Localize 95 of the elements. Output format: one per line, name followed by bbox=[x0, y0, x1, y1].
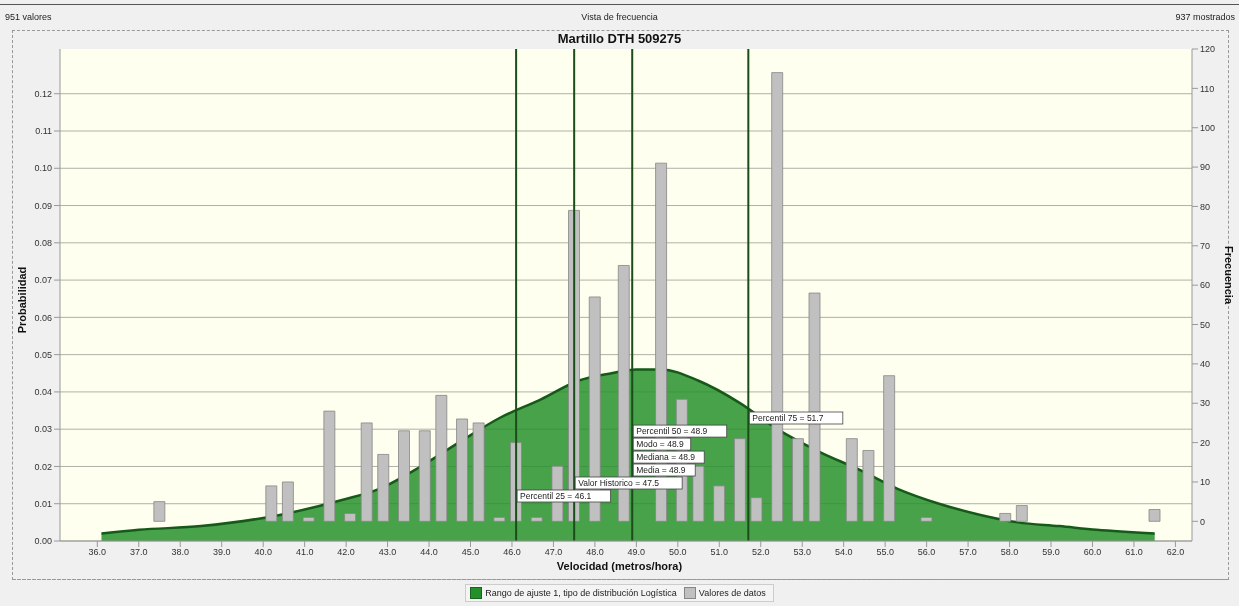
y2-tick-label: 120 bbox=[1200, 44, 1216, 55]
y-tick-label: 0.03 bbox=[34, 424, 52, 435]
bar bbox=[808, 292, 821, 522]
y2-tick-label: 40 bbox=[1200, 359, 1211, 370]
bar bbox=[493, 516, 506, 522]
bar bbox=[398, 430, 410, 522]
bar bbox=[792, 438, 804, 522]
bar bbox=[1148, 509, 1161, 522]
x-tick-label: 56.0 bbox=[917, 547, 936, 558]
ref-line-label: Percentil 75 = 51.7 bbox=[752, 413, 824, 424]
bar bbox=[456, 418, 468, 522]
bar bbox=[302, 516, 315, 522]
legend-label: Rango de ajuste 1, tipo de distribución Logística bbox=[485, 588, 677, 598]
bar bbox=[862, 450, 875, 522]
y2-tick-label: 60 bbox=[1200, 280, 1211, 291]
y-tick-label: 0.05 bbox=[34, 349, 52, 360]
y2-tick-label: 100 bbox=[1200, 122, 1216, 133]
y-tick-label: 0.02 bbox=[34, 461, 52, 472]
bar bbox=[282, 481, 294, 522]
bar bbox=[920, 516, 933, 522]
x-tick-label: 42.0 bbox=[337, 547, 355, 558]
bar bbox=[845, 438, 858, 522]
x-tick-label: 40.0 bbox=[254, 547, 272, 558]
x-tick-label: 46.0 bbox=[503, 547, 521, 558]
x-tick-label: 53.0 bbox=[793, 547, 811, 558]
legend-label: Valores de datos bbox=[698, 588, 766, 598]
bar bbox=[530, 516, 543, 522]
y2-tick-label: 80 bbox=[1200, 201, 1211, 212]
x-tick-label: 59.0 bbox=[1042, 547, 1060, 558]
x-tick-label: 49.0 bbox=[627, 547, 646, 558]
y-axis-title: Probabilidad bbox=[16, 266, 28, 334]
x-tick-label: 48.0 bbox=[586, 547, 604, 558]
ref-line-label: Media = 48.9 bbox=[636, 465, 686, 476]
bar bbox=[1015, 505, 1028, 522]
y-tick-label: 0.01 bbox=[34, 498, 52, 509]
y-tick-label: 0.04 bbox=[34, 387, 52, 398]
bar bbox=[344, 513, 356, 522]
x-tick-label: 39.0 bbox=[212, 547, 231, 558]
y-tick-label: 0.07 bbox=[34, 275, 52, 286]
bar bbox=[472, 422, 485, 522]
y2-tick-label: 110 bbox=[1200, 83, 1215, 94]
x-tick-label: 44.0 bbox=[420, 547, 438, 558]
bar bbox=[418, 430, 431, 522]
bar bbox=[360, 422, 373, 522]
bar bbox=[435, 394, 448, 522]
y2-tick-label: 30 bbox=[1200, 398, 1211, 409]
bar bbox=[999, 513, 1012, 522]
bar bbox=[692, 465, 705, 522]
y2-tick-label: 0 bbox=[1200, 516, 1206, 527]
bar bbox=[377, 454, 390, 522]
y-tick-label: 0.12 bbox=[34, 88, 52, 99]
y-tick-label: 0.06 bbox=[34, 312, 52, 323]
bar bbox=[323, 410, 336, 522]
y2-tick-label: 10 bbox=[1200, 477, 1211, 488]
bar bbox=[733, 438, 746, 522]
x-tick-label: 38.0 bbox=[171, 547, 190, 558]
x-tick-label: 57.0 bbox=[959, 547, 977, 558]
y2-tick-label: 90 bbox=[1200, 162, 1211, 173]
bar bbox=[750, 497, 763, 522]
y-tick-label: 0.00 bbox=[34, 536, 52, 547]
text: 951 valores bbox=[5, 12, 52, 22]
x-tick-label: 37.0 bbox=[130, 547, 148, 558]
x-tick-label: 58.0 bbox=[1000, 547, 1019, 558]
y-tick-label: 0.10 bbox=[34, 163, 52, 174]
x-tick-label: 36.0 bbox=[88, 547, 107, 558]
x-tick-label: 47.0 bbox=[544, 547, 563, 558]
y2-tick-label: 70 bbox=[1200, 241, 1211, 251]
y2-tick-label: 50 bbox=[1200, 319, 1211, 330]
x-tick-label: 51.0 bbox=[710, 547, 729, 558]
x-tick-label: 61.0 bbox=[1125, 547, 1143, 558]
x-tick-label: 55.0 bbox=[876, 547, 894, 558]
bar bbox=[153, 501, 166, 522]
y2-axis-title: Frecuencia bbox=[1223, 245, 1235, 305]
x-tick-label: 52.0 bbox=[752, 547, 770, 558]
x-tick-label: 45.0 bbox=[461, 547, 480, 558]
ref-line-label: Valor Historico = 47.5 bbox=[578, 478, 660, 489]
x-tick-label: 50.0 bbox=[669, 547, 687, 558]
annotation: Percentil 50 = 48.9 Modo = 48.9 Mediana = 48.9 bbox=[636, 426, 708, 463]
chart-title: Martillo DTH 509275 bbox=[557, 31, 682, 46]
y-tick-label: 0.09 bbox=[34, 200, 52, 211]
x-tick-label: 43.0 bbox=[378, 547, 397, 558]
bar bbox=[713, 485, 726, 522]
x-tick-label: 54.0 bbox=[834, 547, 853, 558]
y2-tick-label: 20 bbox=[1200, 437, 1211, 448]
x-tick-label: 62.0 bbox=[1166, 547, 1185, 558]
x-tick-label: 41.0 bbox=[295, 547, 314, 558]
text: Vista de frecuencia bbox=[581, 12, 658, 22]
text: 937 mostrados bbox=[1175, 12, 1235, 22]
x-tick-label: 60.0 bbox=[1083, 547, 1102, 558]
bar bbox=[883, 375, 896, 522]
x-axis-title: Velocidad (metros/hora) bbox=[556, 560, 683, 572]
bar bbox=[265, 485, 278, 522]
ref-line-label: Percentil 25 = 46.1 bbox=[520, 491, 592, 502]
y-tick-label: 0.08 bbox=[34, 238, 52, 249]
y-tick-label: 0.11 bbox=[35, 126, 52, 137]
